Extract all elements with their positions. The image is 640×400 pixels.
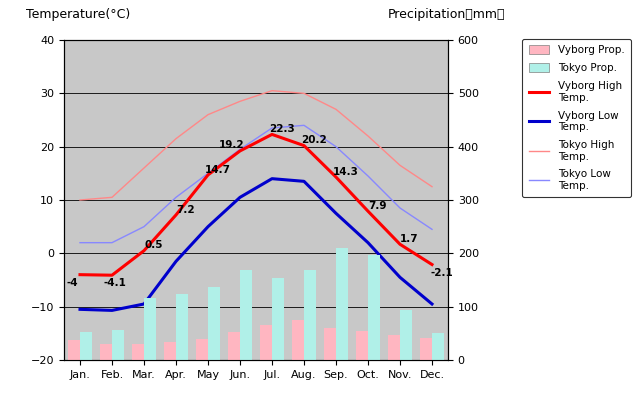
Tokyo High
Temp. (268, 88, 276, 93)
Vyborg High
Temp. (300, 143, 308, 148)
Tokyo Low
Temp. (268, 126, 276, 130)
Bar (112, 330, 124, 360)
Vyborg High
Temp. (236, 148, 244, 153)
Bar (304, 270, 316, 360)
Tokyo Low
Temp. (108, 240, 116, 245)
Tokyo High
Temp. (172, 136, 180, 141)
Tokyo Low
Temp. (428, 227, 436, 232)
Vyborg Low
Temp. (140, 302, 148, 306)
Bar (100, 344, 112, 360)
Vyborg High
Temp. (172, 212, 180, 217)
Bar (196, 339, 208, 360)
Tokyo Low
Temp. (204, 171, 212, 176)
Vyborg Low
Temp. (172, 259, 180, 264)
Vyborg Low
Temp. (204, 224, 212, 229)
Tokyo Low
Temp. (332, 144, 340, 149)
Tokyo High
Temp. (396, 163, 404, 168)
Text: Precipitation（mm）: Precipitation（mm） (388, 8, 506, 21)
Vyborg Low
Temp. (332, 211, 340, 216)
Tokyo High
Temp. (364, 134, 372, 138)
Text: 14.3: 14.3 (333, 167, 358, 177)
Vyborg Low
Temp. (268, 176, 276, 181)
Bar (420, 338, 432, 360)
Line: Vyborg High
Temp.: Vyborg High Temp. (80, 134, 432, 275)
Vyborg High
Temp. (396, 242, 404, 247)
Bar (176, 294, 188, 360)
Bar (240, 270, 252, 360)
Vyborg High
Temp. (332, 175, 340, 180)
Vyborg Low
Temp. (108, 308, 116, 313)
Text: 20.2: 20.2 (301, 135, 326, 145)
Text: 14.7: 14.7 (205, 165, 230, 174)
Bar (432, 333, 444, 360)
Vyborg High
Temp. (364, 209, 372, 214)
Tokyo Low
Temp. (300, 123, 308, 128)
Vyborg Low
Temp. (364, 240, 372, 245)
Bar (208, 287, 220, 360)
Vyborg Low
Temp. (76, 307, 84, 312)
Text: 7.2: 7.2 (176, 205, 195, 214)
Tokyo High
Temp. (428, 184, 436, 189)
Bar (292, 320, 304, 360)
Vyborg High
Temp. (268, 132, 276, 137)
Vyborg Low
Temp. (236, 195, 244, 200)
Text: 22.3: 22.3 (269, 124, 294, 134)
Text: 1.7: 1.7 (400, 234, 419, 244)
Tokyo High
Temp. (204, 112, 212, 117)
Bar (132, 344, 144, 360)
Bar (164, 342, 176, 360)
Bar (260, 325, 272, 360)
Line: Tokyo Low
Temp.: Tokyo Low Temp. (80, 125, 432, 243)
Bar (400, 310, 412, 360)
Bar (336, 248, 348, 360)
Tokyo High
Temp. (332, 107, 340, 112)
Tokyo High
Temp. (236, 99, 244, 104)
Bar (228, 332, 240, 360)
Text: -4.1: -4.1 (104, 278, 127, 288)
Vyborg Low
Temp. (300, 179, 308, 184)
Vyborg High
Temp. (76, 272, 84, 277)
Line: Tokyo High
Temp.: Tokyo High Temp. (80, 91, 432, 200)
Text: -4: -4 (66, 278, 78, 288)
Tokyo Low
Temp. (396, 206, 404, 210)
Bar (80, 332, 92, 360)
Bar (324, 328, 336, 360)
Text: 19.2: 19.2 (219, 140, 245, 150)
Vyborg High
Temp. (428, 262, 436, 267)
Tokyo Low
Temp. (76, 240, 84, 245)
Tokyo Low
Temp. (364, 174, 372, 178)
Vyborg High
Temp. (140, 248, 148, 253)
Vyborg Low
Temp. (396, 275, 404, 280)
Text: Temperature(°C): Temperature(°C) (26, 8, 130, 21)
Line: Vyborg Low
Temp.: Vyborg Low Temp. (80, 179, 432, 310)
Tokyo High
Temp. (300, 91, 308, 96)
Legend: Vyborg Prop., Tokyo Prop., Vyborg High
Temp., Vyborg Low
Temp., Tokyo High
Temp.: Vyborg Prop., Tokyo Prop., Vyborg High T… (522, 39, 631, 197)
Tokyo Low
Temp. (140, 224, 148, 229)
Tokyo Low
Temp. (172, 195, 180, 200)
Tokyo High
Temp. (140, 166, 148, 170)
Bar (68, 340, 80, 360)
Bar (272, 278, 284, 360)
Bar (388, 336, 400, 360)
Vyborg Low
Temp. (428, 302, 436, 306)
Tokyo Low
Temp. (236, 147, 244, 152)
Vyborg High
Temp. (204, 172, 212, 177)
Text: -2.1: -2.1 (430, 268, 453, 278)
Tokyo High
Temp. (108, 195, 116, 200)
Text: 0.5: 0.5 (145, 240, 163, 250)
Tokyo High
Temp. (76, 198, 84, 202)
Text: 7.9: 7.9 (369, 201, 387, 211)
Bar (356, 331, 368, 360)
Bar (368, 255, 380, 360)
Bar (144, 298, 156, 360)
Vyborg High
Temp. (108, 273, 116, 278)
